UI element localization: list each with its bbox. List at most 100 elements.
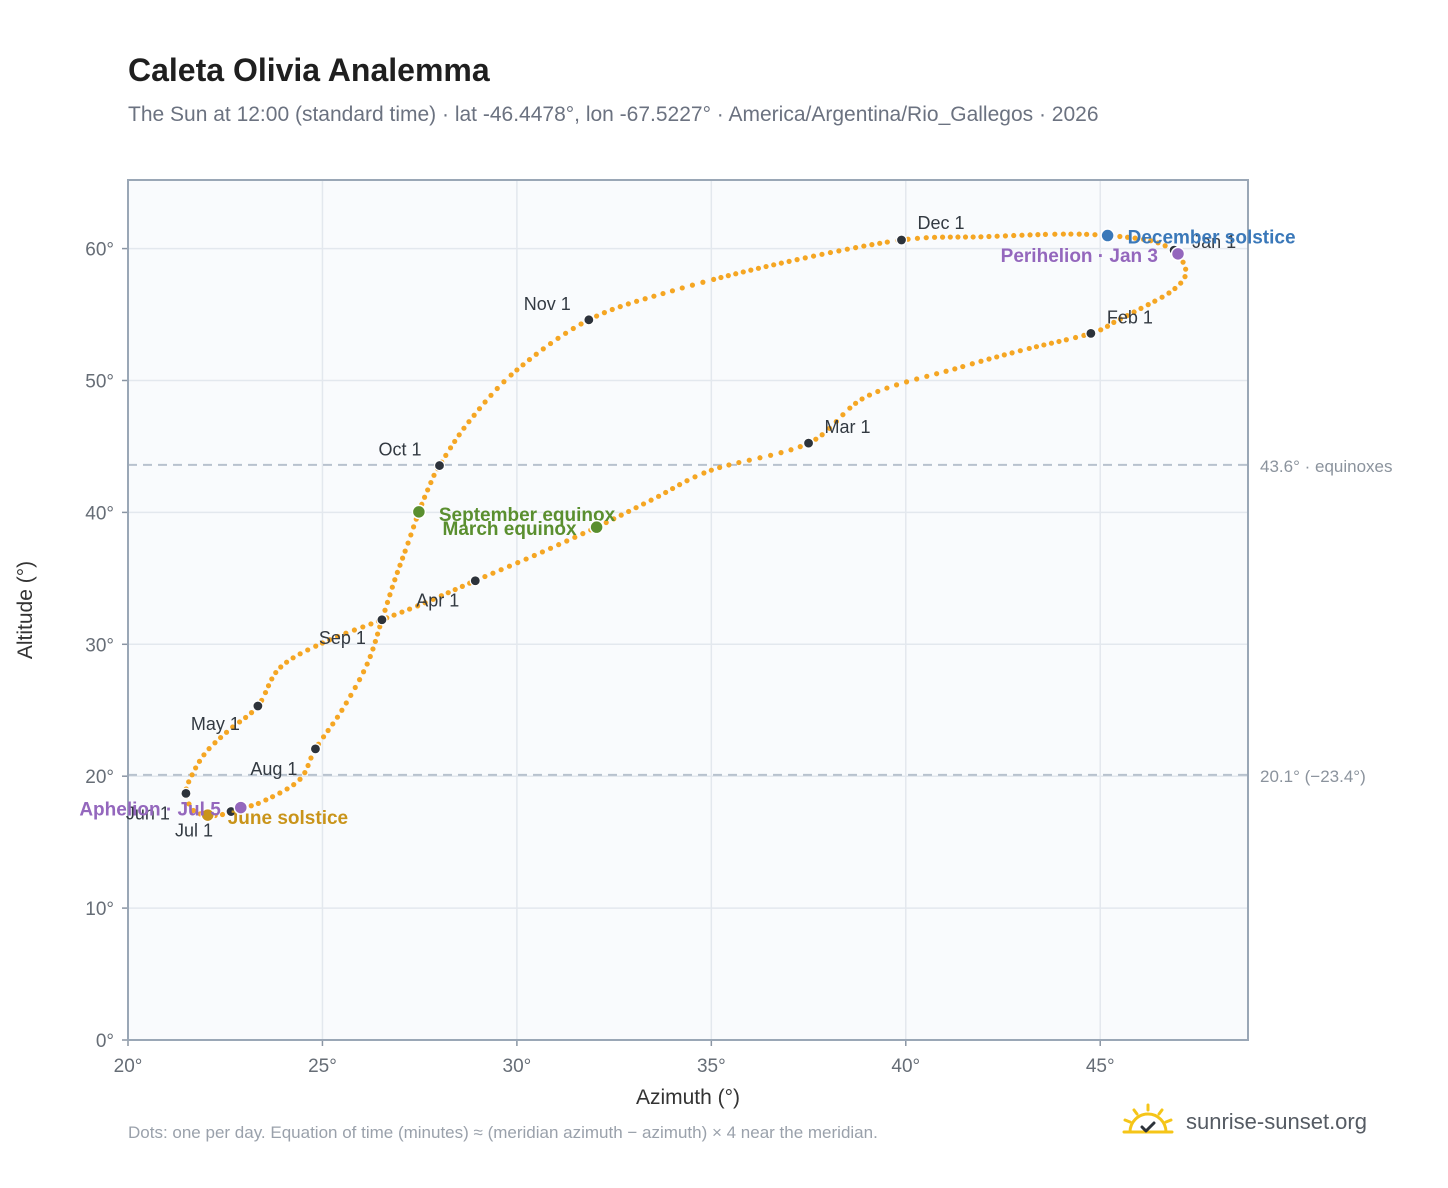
- daily-sun-dot: [456, 432, 462, 438]
- daily-sun-dot: [810, 253, 817, 259]
- x-tick-label: 35°: [697, 1056, 726, 1077]
- x-axis-label: Azimuth (°): [636, 1086, 740, 1109]
- daily-sun-dot: [408, 532, 414, 538]
- page-subtitle: The Sun at 12:00 (standard time) · lat -…: [128, 103, 1099, 126]
- daily-sun-dot: [1026, 345, 1032, 352]
- daily-sun-dot: [325, 727, 331, 734]
- daily-sun-dot: [677, 482, 683, 488]
- daily-sun-dot: [618, 512, 624, 518]
- daily-sun-dot: [939, 234, 946, 240]
- daily-sun-dot: [748, 267, 754, 273]
- daily-sun-dot: [430, 596, 436, 602]
- y-tick-label: 30°: [85, 635, 114, 656]
- daily-sun-dot: [1027, 232, 1033, 238]
- daily-sun-dot: [313, 643, 319, 649]
- daily-sun-dot: [482, 399, 488, 405]
- daily-sun-dot: [248, 710, 255, 716]
- month-marker-label: Aug 1: [250, 759, 297, 779]
- daily-sun-dot: [633, 505, 639, 511]
- daily-sun-dot: [970, 234, 976, 240]
- daily-sun-dot: [853, 245, 859, 251]
- event-label: June solstice: [228, 808, 348, 829]
- daily-sun-dot: [360, 669, 367, 675]
- daily-sun-dot: [555, 335, 561, 341]
- daily-sun-dot: [840, 412, 846, 418]
- daily-sun-dot: [978, 358, 984, 364]
- daily-sun-dot: [726, 462, 732, 468]
- daily-sun-dot: [763, 263, 769, 270]
- daily-sun-dot: [1178, 280, 1184, 286]
- daily-sun-dot: [445, 590, 451, 596]
- daily-sun-dot: [540, 346, 546, 352]
- brand-logo[interactable]: sunrise-sunset.org: [1120, 1102, 1367, 1142]
- daily-sun-dot: [278, 664, 284, 670]
- month-marker: [1085, 327, 1097, 340]
- daily-sun-dot: [506, 563, 513, 569]
- y-tick-label: 40°: [85, 503, 114, 524]
- daily-sun-dot: [399, 609, 405, 615]
- event-label: Aphelion · Jul 5: [79, 800, 221, 821]
- daily-sun-dot: [701, 470, 707, 476]
- daily-sun-dot: [217, 734, 224, 741]
- daily-sun-dot: [844, 246, 850, 252]
- daily-sun-dot: [1019, 232, 1025, 238]
- daily-sun-dot: [1117, 233, 1123, 240]
- daily-sun-dot: [736, 459, 742, 466]
- daily-sun-dot: [406, 606, 413, 612]
- daily-sun-dot: [603, 519, 609, 526]
- daily-sun-dot: [771, 262, 777, 268]
- daily-sun-dot: [1009, 350, 1015, 356]
- daily-sun-dot: [384, 599, 391, 606]
- daily-sun-dot: [302, 770, 308, 776]
- daily-sun-dot: [1017, 348, 1023, 354]
- daily-sun-dot: [786, 258, 792, 264]
- event-label: March equinox: [443, 519, 578, 540]
- daily-sun-dot: [402, 548, 408, 554]
- daily-sun-dot: [660, 290, 666, 297]
- daily-sun-dot: [625, 301, 631, 307]
- daily-sun-dot: [397, 562, 403, 568]
- daily-sun-dot: [438, 593, 444, 599]
- daily-sun-dot: [924, 373, 930, 379]
- daily-sun-dot: [212, 740, 218, 746]
- daily-sun-dot: [740, 269, 746, 275]
- daily-sun-dot: [684, 478, 690, 484]
- daily-sun-dot: [305, 762, 311, 769]
- month-marker-label: Apr 1: [416, 591, 459, 611]
- event-marker: [1170, 246, 1186, 262]
- daily-sun-dot: [377, 624, 383, 630]
- daily-sun-dot: [893, 382, 900, 388]
- daily-sun-dot: [277, 790, 283, 796]
- daily-sun-dot: [1092, 232, 1098, 238]
- daily-sun-dot: [836, 248, 842, 254]
- daily-sun-dot: [859, 396, 865, 402]
- daily-sun-dot: [819, 432, 825, 438]
- daily-sun-dot: [196, 758, 203, 764]
- daily-sun-dot: [986, 356, 992, 362]
- daily-sun-dot: [1052, 231, 1058, 237]
- daily-sun-dot: [960, 363, 966, 370]
- daily-sun-dot: [410, 524, 417, 530]
- daily-sun-dot: [265, 683, 272, 689]
- daily-sun-dot: [1131, 309, 1137, 315]
- chart-footnote: Dots: one per day. Equation of time (min…: [128, 1123, 878, 1142]
- daily-sun-dot: [319, 640, 326, 646]
- daily-sun-dot: [755, 265, 762, 271]
- daily-sun-dot: [570, 325, 576, 332]
- daily-sun-dot: [255, 800, 261, 807]
- daily-sun-dot: [914, 376, 920, 382]
- daily-sun-dot: [564, 538, 570, 544]
- daily-sun-dot: [248, 803, 254, 809]
- daily-sun-dot: [757, 455, 763, 461]
- sun-logo-icon: [1122, 1103, 1174, 1134]
- daily-sun-dot: [223, 729, 230, 735]
- daily-sun-dot: [490, 570, 496, 576]
- y-tick-label: 10°: [85, 899, 114, 920]
- daily-sun-dot: [382, 607, 388, 613]
- daily-sun-dot: [556, 542, 562, 548]
- month-marker-label: Jul 1: [175, 821, 213, 841]
- daily-sun-dot: [1002, 233, 1009, 239]
- daily-sun-dot: [797, 444, 803, 450]
- daily-sun-dot: [778, 260, 784, 266]
